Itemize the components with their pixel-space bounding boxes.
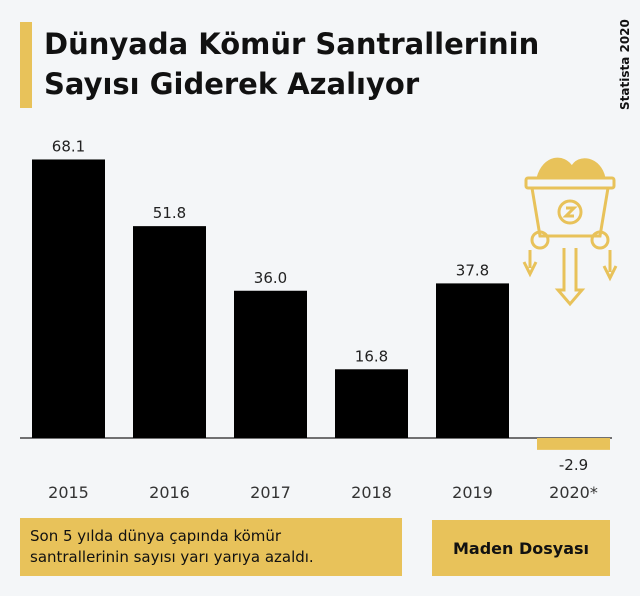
summary-note: Son 5 yılda dünya çapında kömür santrall… bbox=[20, 518, 402, 576]
data-label-2017: 36.0 bbox=[254, 269, 287, 287]
x-tick-2019: 2019 bbox=[452, 483, 493, 502]
bar-2017 bbox=[234, 290, 307, 438]
bar-2020* bbox=[537, 438, 610, 450]
data-label-2015: 68.1 bbox=[52, 137, 85, 155]
summary-note-line-2: santrallerinin sayısı yarı yarıya azaldı… bbox=[30, 548, 314, 566]
data-label-2019: 37.8 bbox=[456, 261, 489, 279]
summary-note-line-1: Son 5 yılda dünya çapında kömür bbox=[30, 527, 282, 545]
bar-2016 bbox=[133, 226, 206, 438]
mine-cart-icon bbox=[522, 157, 618, 307]
data-label-2020*: -2.9 bbox=[559, 456, 588, 474]
chart-title-line-1: Dünyada Kömür Santrallerinin bbox=[44, 27, 540, 61]
chart-title: Dünyada Kömür Santrallerinin Sayısı Gide… bbox=[44, 24, 564, 104]
x-tick-2020*: 2020* bbox=[549, 483, 598, 502]
title-accent-bar bbox=[20, 22, 32, 108]
bar-2015 bbox=[32, 159, 105, 438]
bar-2018 bbox=[335, 369, 408, 438]
x-tick-2016: 2016 bbox=[149, 483, 190, 502]
data-label-2018: 16.8 bbox=[355, 347, 388, 365]
x-tick-2015: 2015 bbox=[48, 483, 89, 502]
data-label-2016: 51.8 bbox=[153, 204, 186, 222]
x-tick-2018: 2018 bbox=[351, 483, 392, 502]
bar-2019 bbox=[436, 283, 509, 438]
x-tick-2017: 2017 bbox=[250, 483, 291, 502]
chart-title-line-2: Sayısı Giderek Azalıyor bbox=[44, 67, 420, 101]
brand-badge: Maden Dosyası bbox=[432, 520, 610, 576]
